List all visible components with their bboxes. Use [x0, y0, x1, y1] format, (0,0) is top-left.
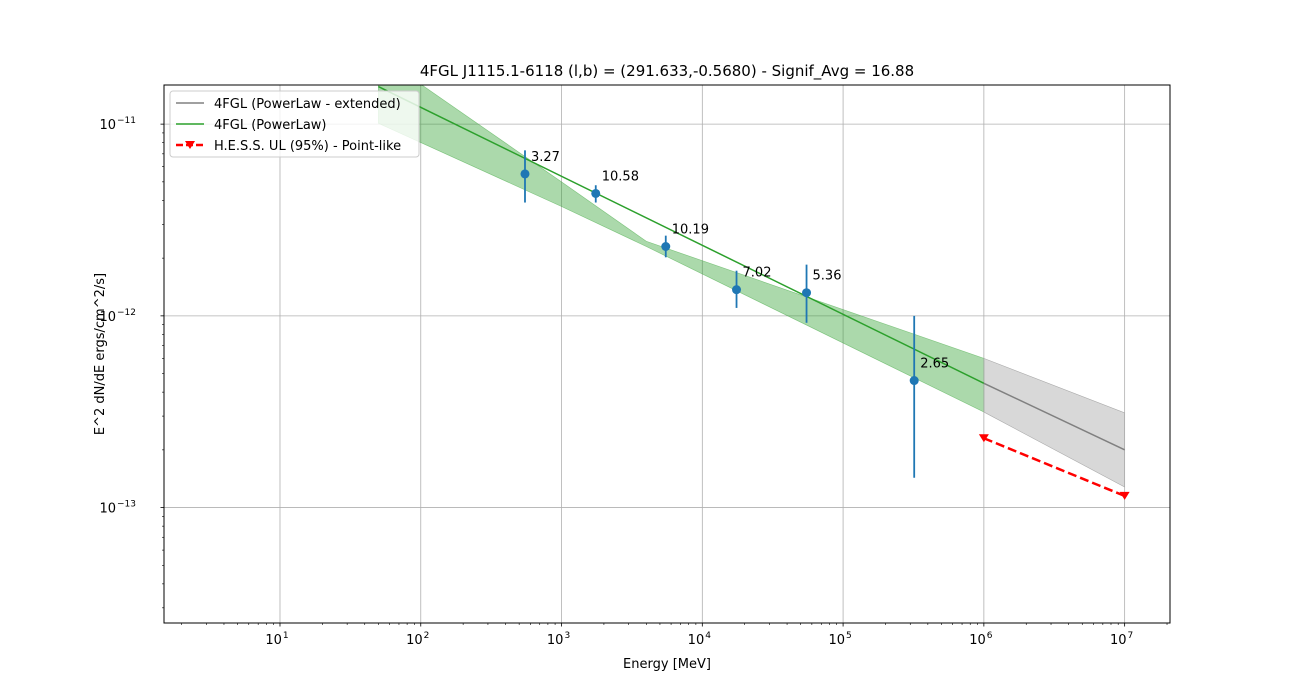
x-tick-label-exp: 6 [987, 631, 993, 641]
legend-label-ul: H.E.S.S. UL (95%) - Point-like [214, 139, 401, 154]
axes-frame [163, 84, 1171, 624]
hess-upper-limit-marker [1119, 491, 1130, 500]
model-lines [378, 85, 1130, 500]
powerlaw-line [378, 85, 985, 384]
point-annotations: 3.27 10.58 10.19 7.02 5.36 2.65 [531, 150, 949, 372]
x-tick-label-exp: 7 [1128, 631, 1134, 641]
data-points [520, 150, 919, 478]
y-tick-label-exp: −12 [117, 308, 136, 318]
x-tick-label-exp: 4 [705, 631, 711, 641]
data-point [802, 288, 812, 298]
x-axis-label: Energy [MeV] [623, 657, 711, 672]
y-tick-label-exp: −13 [117, 500, 136, 510]
legend-label-extended: 4FGL (PowerLaw - extended) [214, 97, 401, 112]
data-point [591, 188, 601, 198]
legend: 4FGL (PowerLaw - extended) 4FGL (PowerLa… [169, 90, 420, 158]
y-tick-label-exp: −11 [117, 116, 136, 126]
y-axis-label: E^2 dN/dE ergs/cm^2/s] [93, 273, 108, 435]
legend-box [169, 90, 420, 158]
data-point-label: 10.19 [672, 223, 709, 238]
legend-label-powerlaw: 4FGL (PowerLaw) [214, 118, 327, 133]
data-point-label: 10.58 [602, 169, 639, 184]
chart-title: 4FGL J1115.1-6118 (l,b) = (291.633,-0.56… [420, 62, 914, 81]
data-point-label: 7.02 [743, 266, 772, 281]
extended-powerlaw-line [983, 382, 1125, 451]
x-tick-label-exp: 5 [846, 631, 852, 641]
confidence-bands [378, 85, 1125, 488]
data-point-label: 3.27 [531, 150, 560, 165]
extended-confidence-band [983, 357, 1125, 488]
data-point-label: 2.65 [920, 357, 949, 372]
data-point [909, 376, 919, 386]
x-tick-label-exp: 3 [564, 631, 570, 641]
grid [164, 85, 1170, 623]
data-point [732, 285, 742, 295]
data-point [661, 242, 671, 252]
x-tick-label-exp: 1 [283, 631, 289, 641]
data-point [520, 169, 530, 179]
data-point-label: 5.36 [813, 269, 842, 284]
hess-upper-limit-marker [978, 434, 989, 443]
legend-ul-triangle-icon [185, 141, 195, 149]
x-tick-label-exp: 2 [424, 631, 430, 641]
